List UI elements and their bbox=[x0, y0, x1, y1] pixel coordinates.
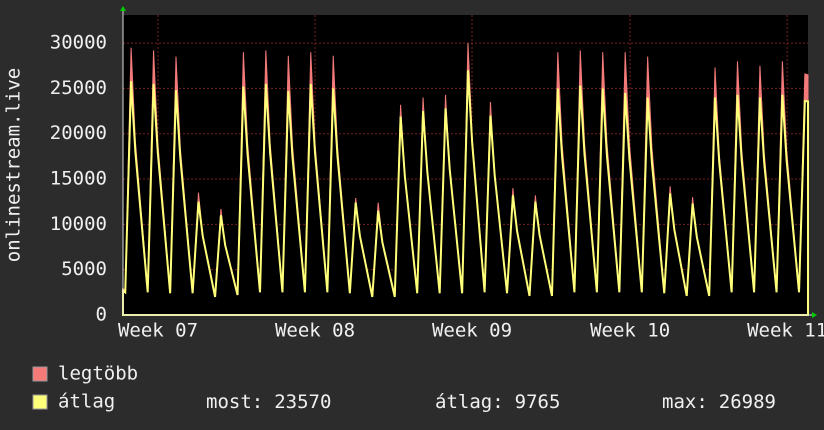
y-tick-label: 25000 bbox=[50, 77, 107, 99]
y-tick-label: 30000 bbox=[50, 32, 107, 54]
x-tick-label: Week 09 bbox=[432, 320, 512, 342]
y-tick-label: 0 bbox=[96, 304, 107, 326]
y-tick-label: 20000 bbox=[50, 122, 107, 144]
area bbox=[122, 70, 809, 316]
legend-stat: most: 23570 bbox=[206, 391, 331, 413]
y-tick-label: 10000 bbox=[50, 213, 107, 235]
y-tick-label: 5000 bbox=[61, 258, 107, 280]
x-tick-label: Week 11 bbox=[747, 320, 824, 342]
stat-value: 23570 bbox=[274, 391, 331, 413]
legend-stat: max: 26989 bbox=[662, 391, 776, 413]
legend-swatch bbox=[32, 366, 48, 382]
legend-label: átlag bbox=[58, 391, 115, 413]
x-tick-label: Week 08 bbox=[275, 320, 355, 342]
stat-value: 26989 bbox=[719, 391, 776, 413]
stat-label: átlag: bbox=[435, 391, 504, 413]
stat-label: max: bbox=[662, 391, 708, 413]
legend-stat: átlag: 9765 bbox=[435, 391, 560, 413]
axis-arrow bbox=[812, 312, 817, 318]
y-tick-label: 15000 bbox=[50, 168, 107, 190]
stat-label: most: bbox=[206, 391, 263, 413]
y-axis-label: onlinestream.live bbox=[3, 68, 25, 262]
stat-value: 9765 bbox=[515, 391, 561, 413]
x-tick-label: Week 10 bbox=[590, 320, 670, 342]
legend-label: legtöbb bbox=[58, 363, 138, 385]
x-tick-label: Week 07 bbox=[118, 320, 198, 342]
axis-arrow bbox=[120, 6, 126, 11]
legend-swatch bbox=[32, 394, 48, 410]
